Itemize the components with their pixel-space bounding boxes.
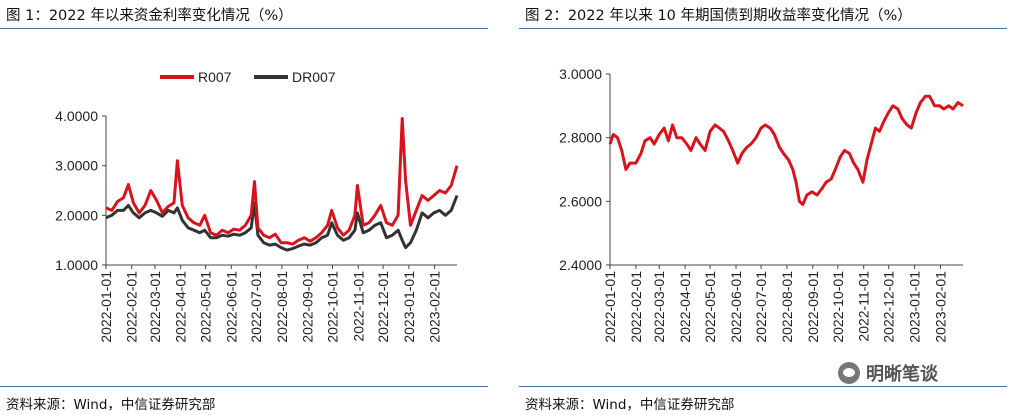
x-tick-label: 2023-02-01 <box>932 271 948 343</box>
series-line-yield <box>608 94 964 206</box>
x-tick-label: 2022-09-01 <box>300 271 316 343</box>
x-tick-label: 2022-02-01 <box>628 271 644 343</box>
x-tick-label: 2022-03-01 <box>147 271 163 343</box>
watermark-text: 明晰笔谈 <box>866 364 938 385</box>
title-rule <box>0 28 488 29</box>
x-tick-label: 2022-04-01 <box>173 271 189 343</box>
x-tick-label: 2022-07-01 <box>248 271 264 343</box>
chart-panel-2: 图 2：2022 年以来 10 年期国债到期收益率变化情况（%） 2.4000 2… <box>519 0 1011 415</box>
x-tick-label: 2022-05-01 <box>702 271 718 343</box>
x-tick-label: 2022-06-01 <box>223 271 239 343</box>
x-tick-label: 2022-01-01 <box>602 271 618 343</box>
chart-panel-1: 图 1：2022 年以来资金利率变化情况（%） 1.0000 2.0000 3.00… <box>0 0 492 415</box>
x-tick-label: 2023-01-01 <box>907 271 923 343</box>
chart-title: 图 1：2022 年以来资金利率变化情况（%） <box>6 8 293 24</box>
rate-line-chart: 1.0000 2.0000 3.0000 4.0000 2022-01-01 2022-0… <box>55 69 459 343</box>
y-tick-label: 2.0000 <box>55 207 98 223</box>
source-rule <box>0 386 488 387</box>
chart-source: 资料来源：Wind，中信证券研究部 <box>525 397 735 413</box>
y-tick-label: 3.0000 <box>559 66 602 82</box>
yield-line-chart: 2.4000 2.6000 2.8000 3.0000 2022-01-01 2022-0… <box>559 66 964 343</box>
y-tick-label: 1.0000 <box>55 257 98 273</box>
source-rule <box>519 386 1007 387</box>
x-tick-label: 2022-10-01 <box>325 271 341 343</box>
y-tick-label: 2.8000 <box>559 130 602 146</box>
y-tick-label: 4.0000 <box>55 108 98 124</box>
x-tick-label: 2022-11-01 <box>856 271 872 342</box>
y-tick-label: 3.0000 <box>55 158 98 174</box>
chart-source: 资料来源：Wind，中信证券研究部 <box>6 397 216 413</box>
series-line-dr007 <box>105 194 459 252</box>
legend-label: R007 <box>198 69 232 85</box>
x-tick-label: 2022-05-01 <box>198 271 214 343</box>
x-tick-label: 2022-02-01 <box>124 271 140 343</box>
legend-label: DR007 <box>292 69 336 85</box>
x-tick-label: 2022-01-01 <box>98 271 114 343</box>
x-tick-label: 2022-12-01 <box>375 271 391 343</box>
x-tick-label: 2022-06-01 <box>728 271 744 343</box>
x-tick-label: 2022-08-01 <box>779 271 795 343</box>
x-tick-label: 2023-01-01 <box>401 271 417 343</box>
x-tick-label: 2022-12-01 <box>881 271 897 343</box>
x-tick-label: 2022-11-01 <box>350 271 366 342</box>
wechat-icon <box>838 362 860 384</box>
title-rule <box>519 28 1007 29</box>
series-line-r007 <box>105 117 459 246</box>
x-tick-label: 2023-02-01 <box>427 271 443 343</box>
x-tick-label: 2022-09-01 <box>805 271 821 343</box>
y-tick-label: 2.6000 <box>559 193 602 209</box>
chart-title: 图 2：2022 年以来 10 年期国债到期收益率变化情况（%） <box>525 8 912 24</box>
watermark: 明晰笔谈 <box>838 360 938 386</box>
x-tick-label: 2022-08-01 <box>274 271 290 343</box>
x-tick-label: 2022-07-01 <box>753 271 769 343</box>
x-tick-label: 2022-10-01 <box>830 271 846 343</box>
x-tick-label: 2022-03-01 <box>651 271 667 343</box>
x-tick-label: 2022-04-01 <box>677 271 693 343</box>
y-tick-label: 2.4000 <box>559 257 602 273</box>
